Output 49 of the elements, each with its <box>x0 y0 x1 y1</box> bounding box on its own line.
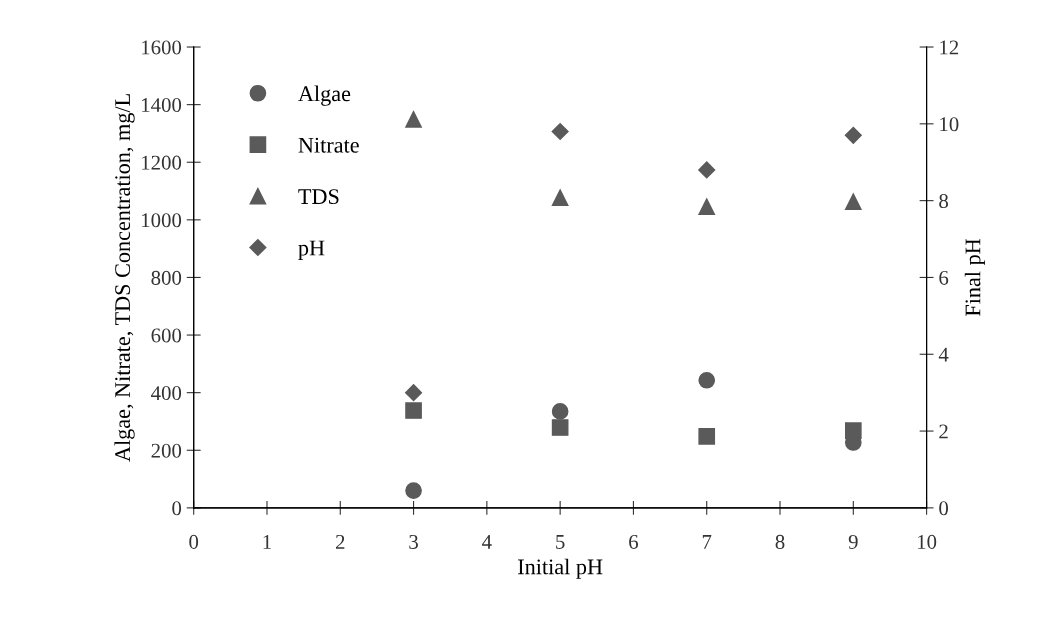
point <box>551 122 569 141</box>
point <box>405 482 422 499</box>
x-tick-label: 1 <box>263 534 271 549</box>
x-tick-label: 2 <box>335 534 345 549</box>
point <box>698 161 716 179</box>
x-tick-label: 10 <box>918 534 937 549</box>
y2-axis-title: Final pH <box>964 238 985 317</box>
point <box>405 402 422 419</box>
x-tick-label: 7 <box>702 535 712 549</box>
y-tick-label: 1200 <box>142 155 182 170</box>
y2-tick-label: 4 <box>938 347 949 362</box>
x-tick-label: 9 <box>848 534 858 549</box>
y-tick-label: 0 <box>172 501 182 516</box>
y2-tick-label: 2 <box>939 424 948 439</box>
legend-label: TDS <box>298 189 339 205</box>
point <box>844 193 862 211</box>
x-tick-label: 3 <box>409 534 418 549</box>
y2-tick-label: 0 <box>939 501 949 516</box>
y-tick-label: 1600 <box>142 40 182 55</box>
x-tick-label: 6 <box>629 534 639 549</box>
legend-label: pH <box>298 240 325 261</box>
x-tick-label: 8 <box>775 534 785 549</box>
legend-label: Nitrate <box>298 137 359 153</box>
x-tick-label: 0 <box>189 534 199 549</box>
point <box>551 419 569 436</box>
point <box>551 189 569 206</box>
y2-tick-label: 12 <box>940 40 959 55</box>
y2-tick-label: 10 <box>940 117 959 132</box>
point <box>698 198 716 215</box>
point <box>698 428 716 445</box>
legend-label: Algae <box>298 85 351 106</box>
point <box>844 126 862 144</box>
x-tick-label: 5 <box>556 535 565 549</box>
y-tick-label: 1400 <box>142 98 182 113</box>
y2-tick-label: 8 <box>939 194 949 209</box>
point <box>551 403 569 420</box>
point <box>844 422 862 440</box>
y-tick-label: 1000 <box>142 213 182 228</box>
y-axis-title: Algae, Nitrate, TDS Concentration, mg/L <box>114 94 135 462</box>
y-tick-label: 800 <box>151 270 182 285</box>
point <box>698 371 716 389</box>
y-tick-label: 200 <box>151 443 182 458</box>
y2-tick-label: 6 <box>939 270 949 285</box>
point <box>405 384 423 402</box>
x-axis-title: Initial pH <box>518 558 603 579</box>
x-tick-label: 4 <box>482 535 492 549</box>
point <box>405 110 422 128</box>
y-tick-label: 600 <box>151 328 182 343</box>
y-tick-label: 400 <box>151 386 182 401</box>
